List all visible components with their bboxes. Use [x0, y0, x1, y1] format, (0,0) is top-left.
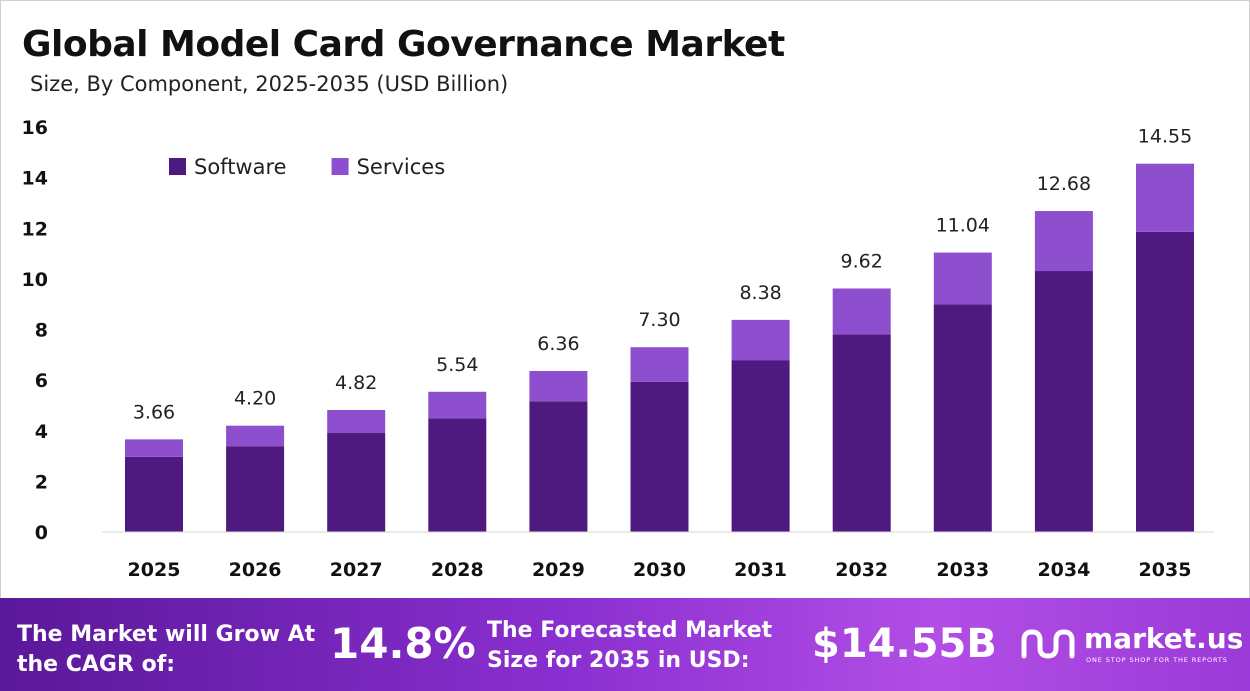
legend-swatch-services — [331, 158, 349, 175]
y-tick-label: 16 — [22, 117, 48, 139]
bar-services — [1136, 163, 1194, 232]
bar-software — [832, 334, 891, 532]
chart-subtitle: Size, By Component, 2025-2035 (USD Billi… — [30, 72, 509, 96]
legend-label-services: Services — [357, 155, 446, 179]
brand-logo: market.us ONE STOP SHOP FOR THE REPORTS — [1020, 622, 1245, 672]
x-tick-label: 2030 — [633, 559, 686, 581]
legend-swatch-software — [169, 158, 186, 175]
chart-title: Global Model Card Governance Market — [22, 24, 785, 65]
bar-software — [226, 446, 285, 532]
y-tick-label: 0 — [35, 522, 48, 544]
bar-services — [630, 347, 689, 382]
bar-services — [529, 371, 588, 402]
data-label: 4.20 — [234, 388, 276, 410]
bar-services — [731, 319, 790, 361]
y-tick-label: 2 — [35, 471, 48, 493]
data-label: 14.55 — [1138, 126, 1192, 148]
x-tick-label: 2025 — [128, 559, 181, 581]
y-tick-label: 4 — [35, 421, 48, 443]
x-tick-label: 2034 — [1037, 559, 1090, 581]
bar-software — [630, 381, 689, 532]
bar-services — [428, 391, 487, 419]
bar-software — [933, 304, 992, 532]
bar-software — [125, 456, 183, 532]
footer-banner: The Market will Grow At the CAGR of: 14.… — [0, 598, 1250, 691]
x-tick-label: 2026 — [229, 559, 282, 581]
data-label: 6.36 — [537, 333, 579, 355]
data-label: 12.68 — [1037, 173, 1091, 195]
bar-chart: 0 2 4 6 8 10 12 14 16 3.66 2025 4.20 2026 4.82 2027 5.5… — [22, 117, 1214, 581]
bar-services — [327, 409, 386, 434]
bar-services — [125, 439, 183, 457]
y-tick-label: 8 — [35, 320, 48, 342]
bar-services — [933, 252, 992, 305]
y-tick-label: 14 — [22, 168, 48, 190]
x-tick-label: 2032 — [835, 559, 888, 581]
legend-label-software: Software — [194, 155, 287, 179]
data-label: 5.54 — [436, 354, 478, 376]
data-label: 4.82 — [335, 372, 377, 394]
data-label: 8.38 — [739, 282, 781, 304]
bar-software — [428, 418, 487, 532]
x-tick-label: 2028 — [431, 559, 484, 581]
data-label: 7.30 — [638, 309, 680, 331]
forecast-value: $14.55B — [812, 621, 997, 667]
x-tick-label: 2029 — [532, 559, 585, 581]
x-tick-label: 2031 — [734, 559, 787, 581]
bar-software — [731, 360, 790, 532]
cagr-label: The Market will Grow At the CAGR of: — [17, 622, 316, 677]
y-tick-label: 6 — [35, 370, 48, 392]
market-us-logo-icon — [1021, 629, 1075, 659]
x-tick-label: 2033 — [936, 559, 989, 581]
bar-services — [1034, 211, 1093, 272]
cagr-value: 14.8% — [330, 619, 476, 668]
data-label: 3.66 — [133, 401, 175, 423]
forecast-label: The Forecasted Market Size for 2035 in U… — [487, 618, 773, 673]
bar-software — [1034, 271, 1093, 532]
data-label: 9.62 — [841, 250, 883, 272]
bar-software — [1136, 231, 1194, 532]
bar-software — [529, 401, 588, 532]
brand-tagline: ONE STOP SHOP FOR THE REPORTS — [1086, 656, 1228, 664]
bar-software — [327, 433, 386, 532]
bar-services — [832, 288, 891, 335]
y-tick-label: 12 — [22, 218, 48, 240]
x-tick-label: 2027 — [330, 559, 383, 581]
data-label: 11.04 — [936, 215, 990, 237]
x-tick-label: 2035 — [1139, 559, 1192, 581]
brand-name: market.us — [1084, 622, 1244, 655]
y-tick-label: 10 — [22, 269, 48, 291]
bar-services — [226, 425, 285, 447]
